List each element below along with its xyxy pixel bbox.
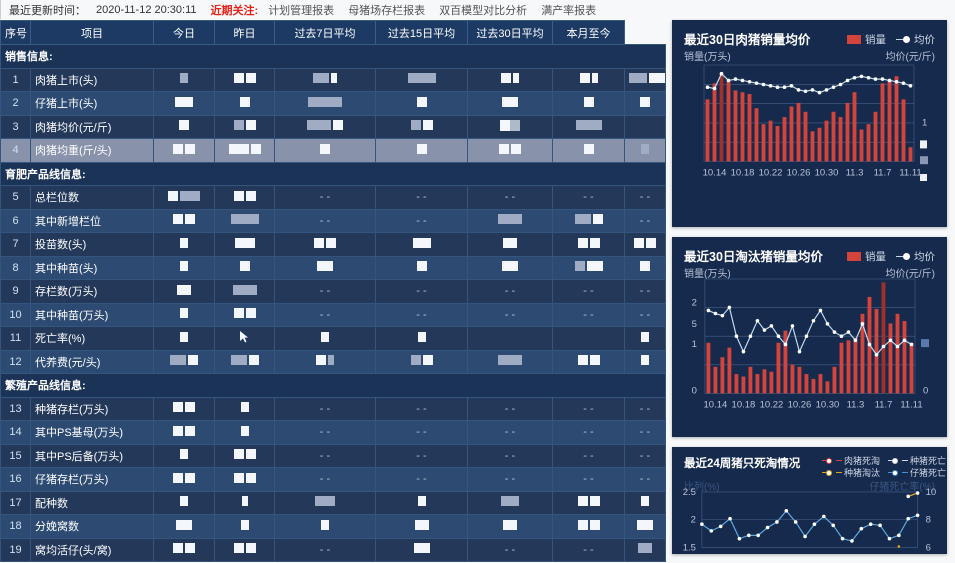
svg-text:10.30: 10.30: [816, 399, 840, 410]
svg-text:0: 0: [923, 385, 928, 396]
svg-text:10.14: 10.14: [704, 399, 728, 410]
svg-text:11.7: 11.7: [874, 168, 892, 179]
svg-text:2: 2: [691, 515, 696, 526]
svg-text:10.26: 10.26: [788, 399, 812, 410]
svg-text:1: 1: [922, 118, 927, 129]
svg-text:10.22: 10.22: [759, 168, 783, 179]
svg-text:1.5: 1.5: [683, 543, 696, 554]
svg-text:11.11: 11.11: [899, 168, 921, 179]
svg-text:1: 1: [692, 339, 697, 350]
svg-text:11.3: 11.3: [847, 399, 865, 410]
svg-text:10.26: 10.26: [787, 168, 811, 179]
svg-text:6: 6: [926, 543, 931, 554]
svg-text:2: 2: [692, 297, 697, 308]
svg-text:8: 8: [926, 515, 931, 526]
svg-text:10: 10: [926, 487, 937, 498]
svg-text:10.18: 10.18: [732, 399, 756, 410]
svg-text:11.7: 11.7: [875, 399, 893, 410]
svg-text:10.30: 10.30: [815, 168, 839, 179]
svg-text:10.18: 10.18: [731, 168, 755, 179]
svg-text:2.5: 2.5: [683, 487, 696, 498]
svg-text:11.3: 11.3: [846, 168, 864, 179]
svg-text:10.22: 10.22: [760, 399, 784, 410]
svg-text:5: 5: [692, 319, 697, 330]
svg-text:10.14: 10.14: [703, 168, 727, 179]
svg-text:0: 0: [692, 385, 697, 396]
svg-text:11.11: 11.11: [900, 399, 922, 410]
